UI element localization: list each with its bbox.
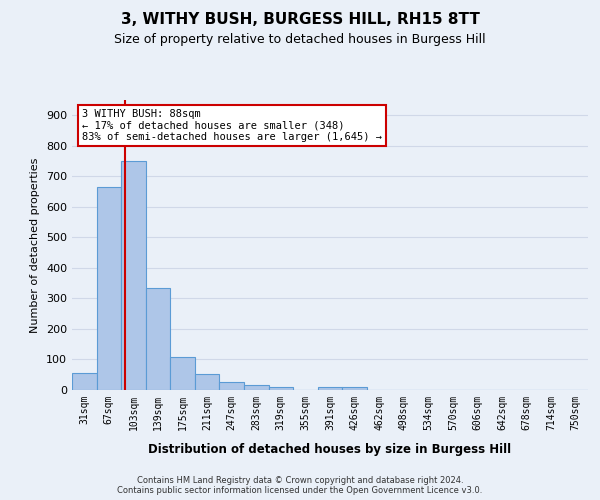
Bar	[195, 374, 220, 390]
Bar	[72, 373, 97, 390]
Bar	[318, 387, 342, 390]
Bar	[269, 387, 293, 390]
Y-axis label: Number of detached properties: Number of detached properties	[31, 158, 40, 332]
Bar	[121, 161, 146, 390]
Text: 3 WITHY BUSH: 88sqm
← 17% of detached houses are smaller (348)
83% of semi-detac: 3 WITHY BUSH: 88sqm ← 17% of detached ho…	[82, 108, 382, 142]
Bar	[342, 387, 367, 390]
Text: Contains HM Land Registry data © Crown copyright and database right 2024.
Contai: Contains HM Land Registry data © Crown c…	[118, 476, 482, 495]
Text: 3, WITHY BUSH, BURGESS HILL, RH15 8TT: 3, WITHY BUSH, BURGESS HILL, RH15 8TT	[121, 12, 479, 28]
Bar	[170, 357, 195, 390]
Bar	[220, 382, 244, 390]
Bar	[244, 386, 269, 390]
Text: Distribution of detached houses by size in Burgess Hill: Distribution of detached houses by size …	[148, 442, 512, 456]
Text: Size of property relative to detached houses in Burgess Hill: Size of property relative to detached ho…	[114, 32, 486, 46]
Bar	[97, 187, 121, 390]
Bar	[146, 288, 170, 390]
